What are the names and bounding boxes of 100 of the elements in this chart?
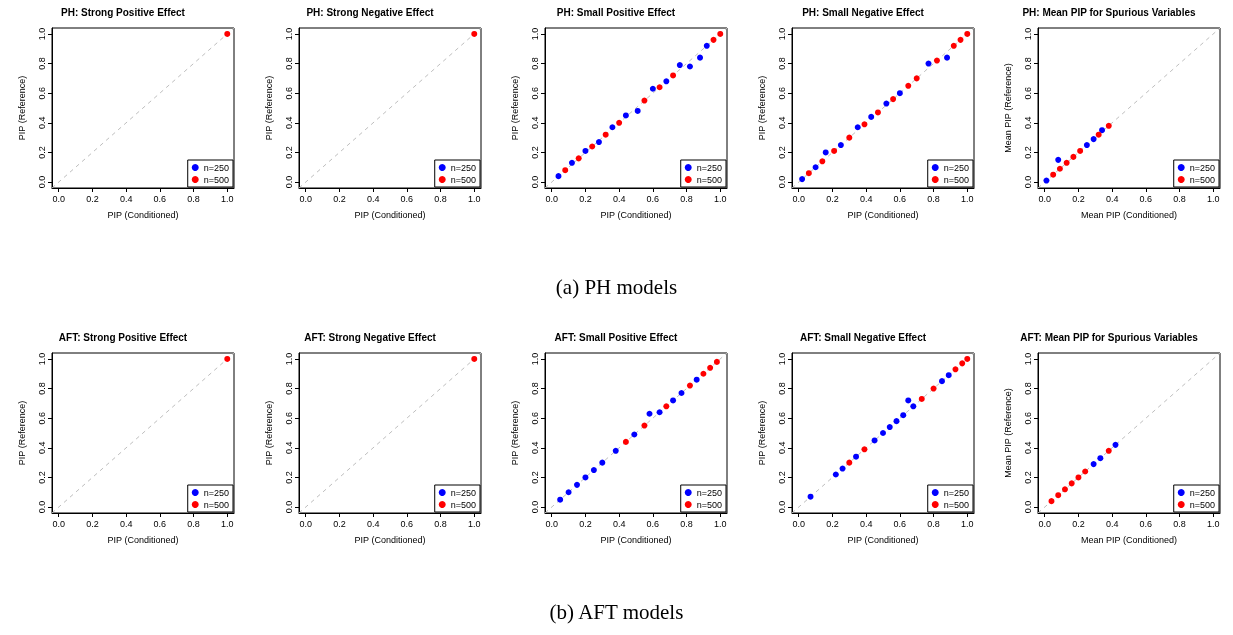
x-tick-label: 0.8 [433, 518, 447, 529]
point [1099, 127, 1106, 134]
legend-label: n=250 [1190, 162, 1216, 173]
x-axis-title: Mean PIP (Conditioned) [1081, 534, 1178, 545]
y-tick-label: 0.2 [1022, 471, 1033, 484]
x-tick-label: 0.6 [153, 518, 167, 529]
point [1112, 441, 1119, 448]
legend-label: n=500 [696, 174, 723, 185]
x-axis-title: PIP (Conditioned) [847, 534, 919, 545]
x-tick-label: 0.4 [119, 518, 133, 529]
chart-title: AFT: Small Positive Effect [554, 331, 679, 343]
point [938, 378, 945, 385]
x-tick-label: 0.8 [433, 193, 447, 204]
x-tick-label: 0.8 [1173, 518, 1187, 529]
y-tick-label: 1.0 [283, 352, 294, 366]
point [678, 390, 685, 396]
y-tick-label: 0.6 [1022, 411, 1033, 425]
chart-title: PH: Strong Negative Effect [305, 6, 434, 18]
x-tick-label: 0.4 [119, 193, 133, 204]
x-tick-label: 0.2 [825, 193, 839, 204]
point [609, 124, 616, 131]
point [959, 360, 965, 367]
point [1043, 177, 1050, 184]
point [656, 84, 663, 91]
y-tick-label: 0.2 [776, 471, 787, 484]
point [950, 42, 957, 49]
x-axis-title: PIP (Conditioned) [600, 209, 672, 220]
point [1084, 142, 1091, 149]
point [837, 142, 844, 149]
x-tick-label: 1.0 [467, 518, 481, 529]
point [871, 437, 878, 444]
point [913, 75, 920, 82]
y-tick-label: 0.0 [36, 175, 47, 189]
y-axis-title: PIP (Reference) [263, 400, 274, 466]
point [1106, 447, 1113, 454]
point [854, 124, 861, 131]
y-tick-label: 0.2 [36, 146, 47, 159]
legend-label: n=250 [696, 487, 723, 498]
point [1091, 136, 1097, 143]
x-tick-label: 0.8 [187, 193, 200, 204]
y-axis-title: PIP (Reference) [756, 400, 767, 466]
y-tick-label: 0.4 [776, 116, 787, 130]
x-tick-label: 0.6 [646, 518, 660, 529]
y-axis-title: PIP (Reference) [263, 75, 274, 141]
legend-label: n=250 [943, 162, 969, 173]
point [861, 121, 868, 128]
x-tick-label: 0.4 [366, 193, 379, 204]
y-tick-label: 1.0 [776, 352, 787, 366]
legend-label: n=500 [203, 174, 229, 185]
point [1091, 461, 1097, 468]
point [807, 493, 814, 500]
x-tick-label: 0.6 [400, 193, 413, 204]
point [933, 57, 940, 64]
x-axis-title: PIP (Conditioned) [107, 534, 179, 545]
point [1077, 147, 1084, 154]
x-axis-title: PIP (Conditioned) [847, 209, 919, 220]
y-tick-label: 0.4 [36, 441, 47, 455]
y-tick-label: 0.2 [1022, 146, 1033, 159]
point [1082, 468, 1089, 475]
x-tick-label: 0.2 [332, 518, 346, 529]
x-tick-label: 0.0 [792, 193, 805, 204]
y-tick-label: 1.0 [776, 27, 787, 41]
legend-label: n=500 [450, 174, 476, 185]
x-tick-label: 1.0 [714, 193, 727, 204]
y-tick-label: 0.0 [529, 175, 540, 189]
x-tick-label: 0.8 [187, 518, 200, 529]
y-tick-label: 0.4 [36, 116, 47, 130]
y-tick-label: 0.6 [283, 411, 294, 425]
point [623, 112, 630, 119]
point [925, 60, 932, 67]
x-tick-label: 0.8 [680, 193, 693, 204]
x-tick-label: 1.0 [1207, 193, 1220, 204]
y-tick-label: 0.8 [776, 382, 787, 395]
point [677, 62, 683, 69]
y-tick-label: 0.6 [529, 86, 540, 100]
y-tick-label: 1.0 [283, 27, 294, 41]
y-tick-label: 0.0 [1022, 175, 1033, 189]
point [703, 42, 710, 49]
x-axis-title: Mean PIP (Conditioned) [1081, 209, 1178, 220]
y-tick-label: 0.0 [529, 500, 540, 514]
x-axis-title: PIP (Conditioned) [354, 534, 426, 545]
point [905, 82, 912, 89]
point [707, 364, 714, 371]
point [1096, 131, 1103, 138]
x-tick-label: 0.2 [1072, 193, 1086, 204]
point [687, 382, 694, 389]
x-axis-title: PIP (Conditioned) [354, 209, 426, 220]
point [839, 465, 846, 472]
chart-title: AFT: Strong Positive Effect [58, 331, 188, 343]
point [596, 139, 603, 146]
y-tick-label: 0.8 [36, 57, 47, 70]
point [714, 358, 721, 365]
y-axis-title: PIP (Reference) [509, 75, 520, 141]
point [602, 131, 609, 138]
chart-title: PH: Small Negative Effect [801, 6, 925, 18]
x-tick-label: 0.4 [1106, 193, 1119, 204]
point [1070, 153, 1077, 160]
x-tick-label: 0.2 [86, 193, 99, 204]
y-tick-label: 1.0 [36, 352, 47, 366]
point [874, 109, 881, 116]
